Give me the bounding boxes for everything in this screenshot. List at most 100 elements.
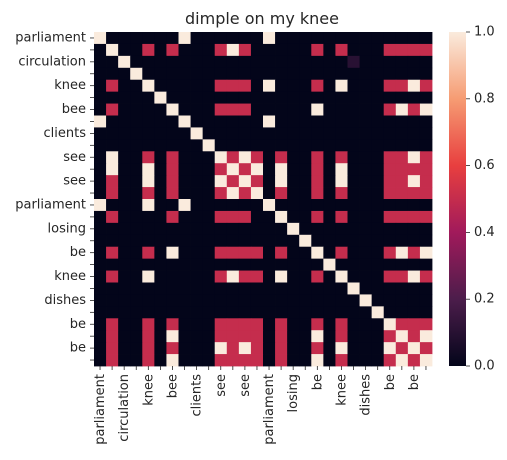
heatmap-cell [335, 115, 348, 128]
heatmap-cell [250, 234, 264, 248]
heatmap-cell [226, 282, 240, 295]
heatmap-cell [238, 139, 252, 152]
heatmap-cell [226, 139, 240, 152]
heatmap-cell [323, 330, 336, 343]
heatmap-cell [347, 43, 360, 57]
heatmap-cell [287, 187, 300, 200]
heatmap-cell [202, 103, 216, 116]
heatmap-cell [371, 163, 385, 176]
heatmap-cell [287, 306, 300, 319]
heatmap-cell [178, 199, 191, 212]
heatmap-cell [287, 199, 300, 212]
heatmap-cell [347, 258, 360, 271]
heatmap-cell [383, 222, 397, 236]
heatmap-cell [419, 270, 433, 283]
heatmap-cell [250, 330, 264, 343]
heatmap-cell [335, 79, 348, 93]
heatmap-cell [371, 91, 385, 104]
heatmap-cell [226, 258, 240, 271]
heatmap-cell [94, 294, 107, 307]
heatmap-cell [94, 234, 107, 248]
heatmap-cell [275, 139, 288, 152]
heatmap-cell [335, 354, 348, 367]
heatmap-cell [347, 222, 360, 236]
heatmap-cell [154, 306, 167, 319]
heatmap-cell [190, 222, 204, 236]
heatmap-cell [335, 43, 348, 57]
heatmap-cell [383, 199, 397, 212]
heatmap-cell [130, 294, 143, 307]
heatmap-cell [94, 199, 107, 212]
heatmap-cell [214, 246, 228, 260]
heatmap-cell [118, 175, 131, 188]
heatmap-cell [419, 151, 433, 164]
heatmap-cell [407, 318, 421, 331]
heatmap-cell [130, 354, 143, 367]
heatmap-cell [383, 234, 397, 248]
heatmap-cell [202, 139, 216, 152]
heatmap-cell [395, 270, 409, 283]
heatmap-cell [190, 163, 204, 176]
heatmap-cell [250, 32, 264, 45]
heatmap-cell [154, 246, 167, 260]
heatmap-cell [407, 151, 421, 164]
heatmap-cell [118, 330, 131, 343]
heatmap-cell [323, 103, 336, 116]
heatmap-cell [118, 32, 131, 45]
heatmap-cell [323, 294, 336, 307]
heatmap-cell [166, 32, 179, 45]
heatmap-cell [154, 115, 167, 128]
heatmap-cell [347, 115, 360, 128]
heatmap-cell [154, 294, 167, 307]
heatmap-cell [226, 306, 240, 319]
heatmap-cell [275, 187, 288, 200]
heatmap-cell [395, 222, 409, 236]
heatmap-cell [299, 210, 312, 224]
heatmap-cell [202, 67, 216, 81]
x-tick-label: knee [141, 374, 156, 406]
heatmap-cell [323, 306, 336, 319]
heatmap-cell [106, 32, 119, 45]
heatmap-cell [419, 67, 433, 81]
heatmap-cell [395, 210, 409, 224]
heatmap-cell [238, 79, 252, 93]
x-tick-label: parliament [93, 374, 108, 445]
heatmap-cell [190, 67, 204, 81]
heatmap-cell [347, 127, 360, 140]
heatmap-cell [299, 115, 312, 128]
y-tick-label: parliament [15, 30, 86, 45]
heatmap-cell [371, 282, 385, 295]
heatmap-cell [214, 79, 228, 93]
heatmap-cell [130, 55, 143, 69]
heatmap-cell [287, 115, 300, 128]
heatmap-cell [323, 67, 336, 81]
heatmap-cell [383, 163, 397, 176]
heatmap-cell [190, 151, 204, 164]
heatmap-cell [347, 199, 360, 212]
heatmap-cell [335, 258, 348, 271]
heatmap-cell [106, 270, 119, 283]
heatmap-cell [94, 79, 107, 93]
heatmap-cell [178, 127, 191, 140]
heatmap-cell [371, 43, 385, 57]
heatmap-cell [106, 55, 119, 69]
heatmap-cell [335, 342, 348, 355]
x-tick-label: be [383, 374, 398, 390]
heatmap-cell [118, 222, 131, 236]
heatmap-cell [371, 115, 385, 128]
heatmap-cell [106, 354, 119, 367]
heatmap-cell [94, 175, 107, 188]
heatmap-cell [106, 139, 119, 152]
heatmap-cell [130, 222, 143, 236]
heatmap-cell [190, 294, 204, 307]
heatmap-cell [190, 115, 204, 128]
heatmap-cell [94, 67, 107, 81]
heatmap-cell [323, 234, 336, 248]
heatmap-cell [395, 67, 409, 81]
y-tick-label: see [63, 150, 86, 165]
heatmap-cell [419, 115, 433, 128]
heatmap-cell [94, 163, 107, 176]
heatmap-cell [299, 354, 312, 367]
heatmap-cell [323, 55, 336, 69]
heatmap-cell [190, 187, 204, 200]
